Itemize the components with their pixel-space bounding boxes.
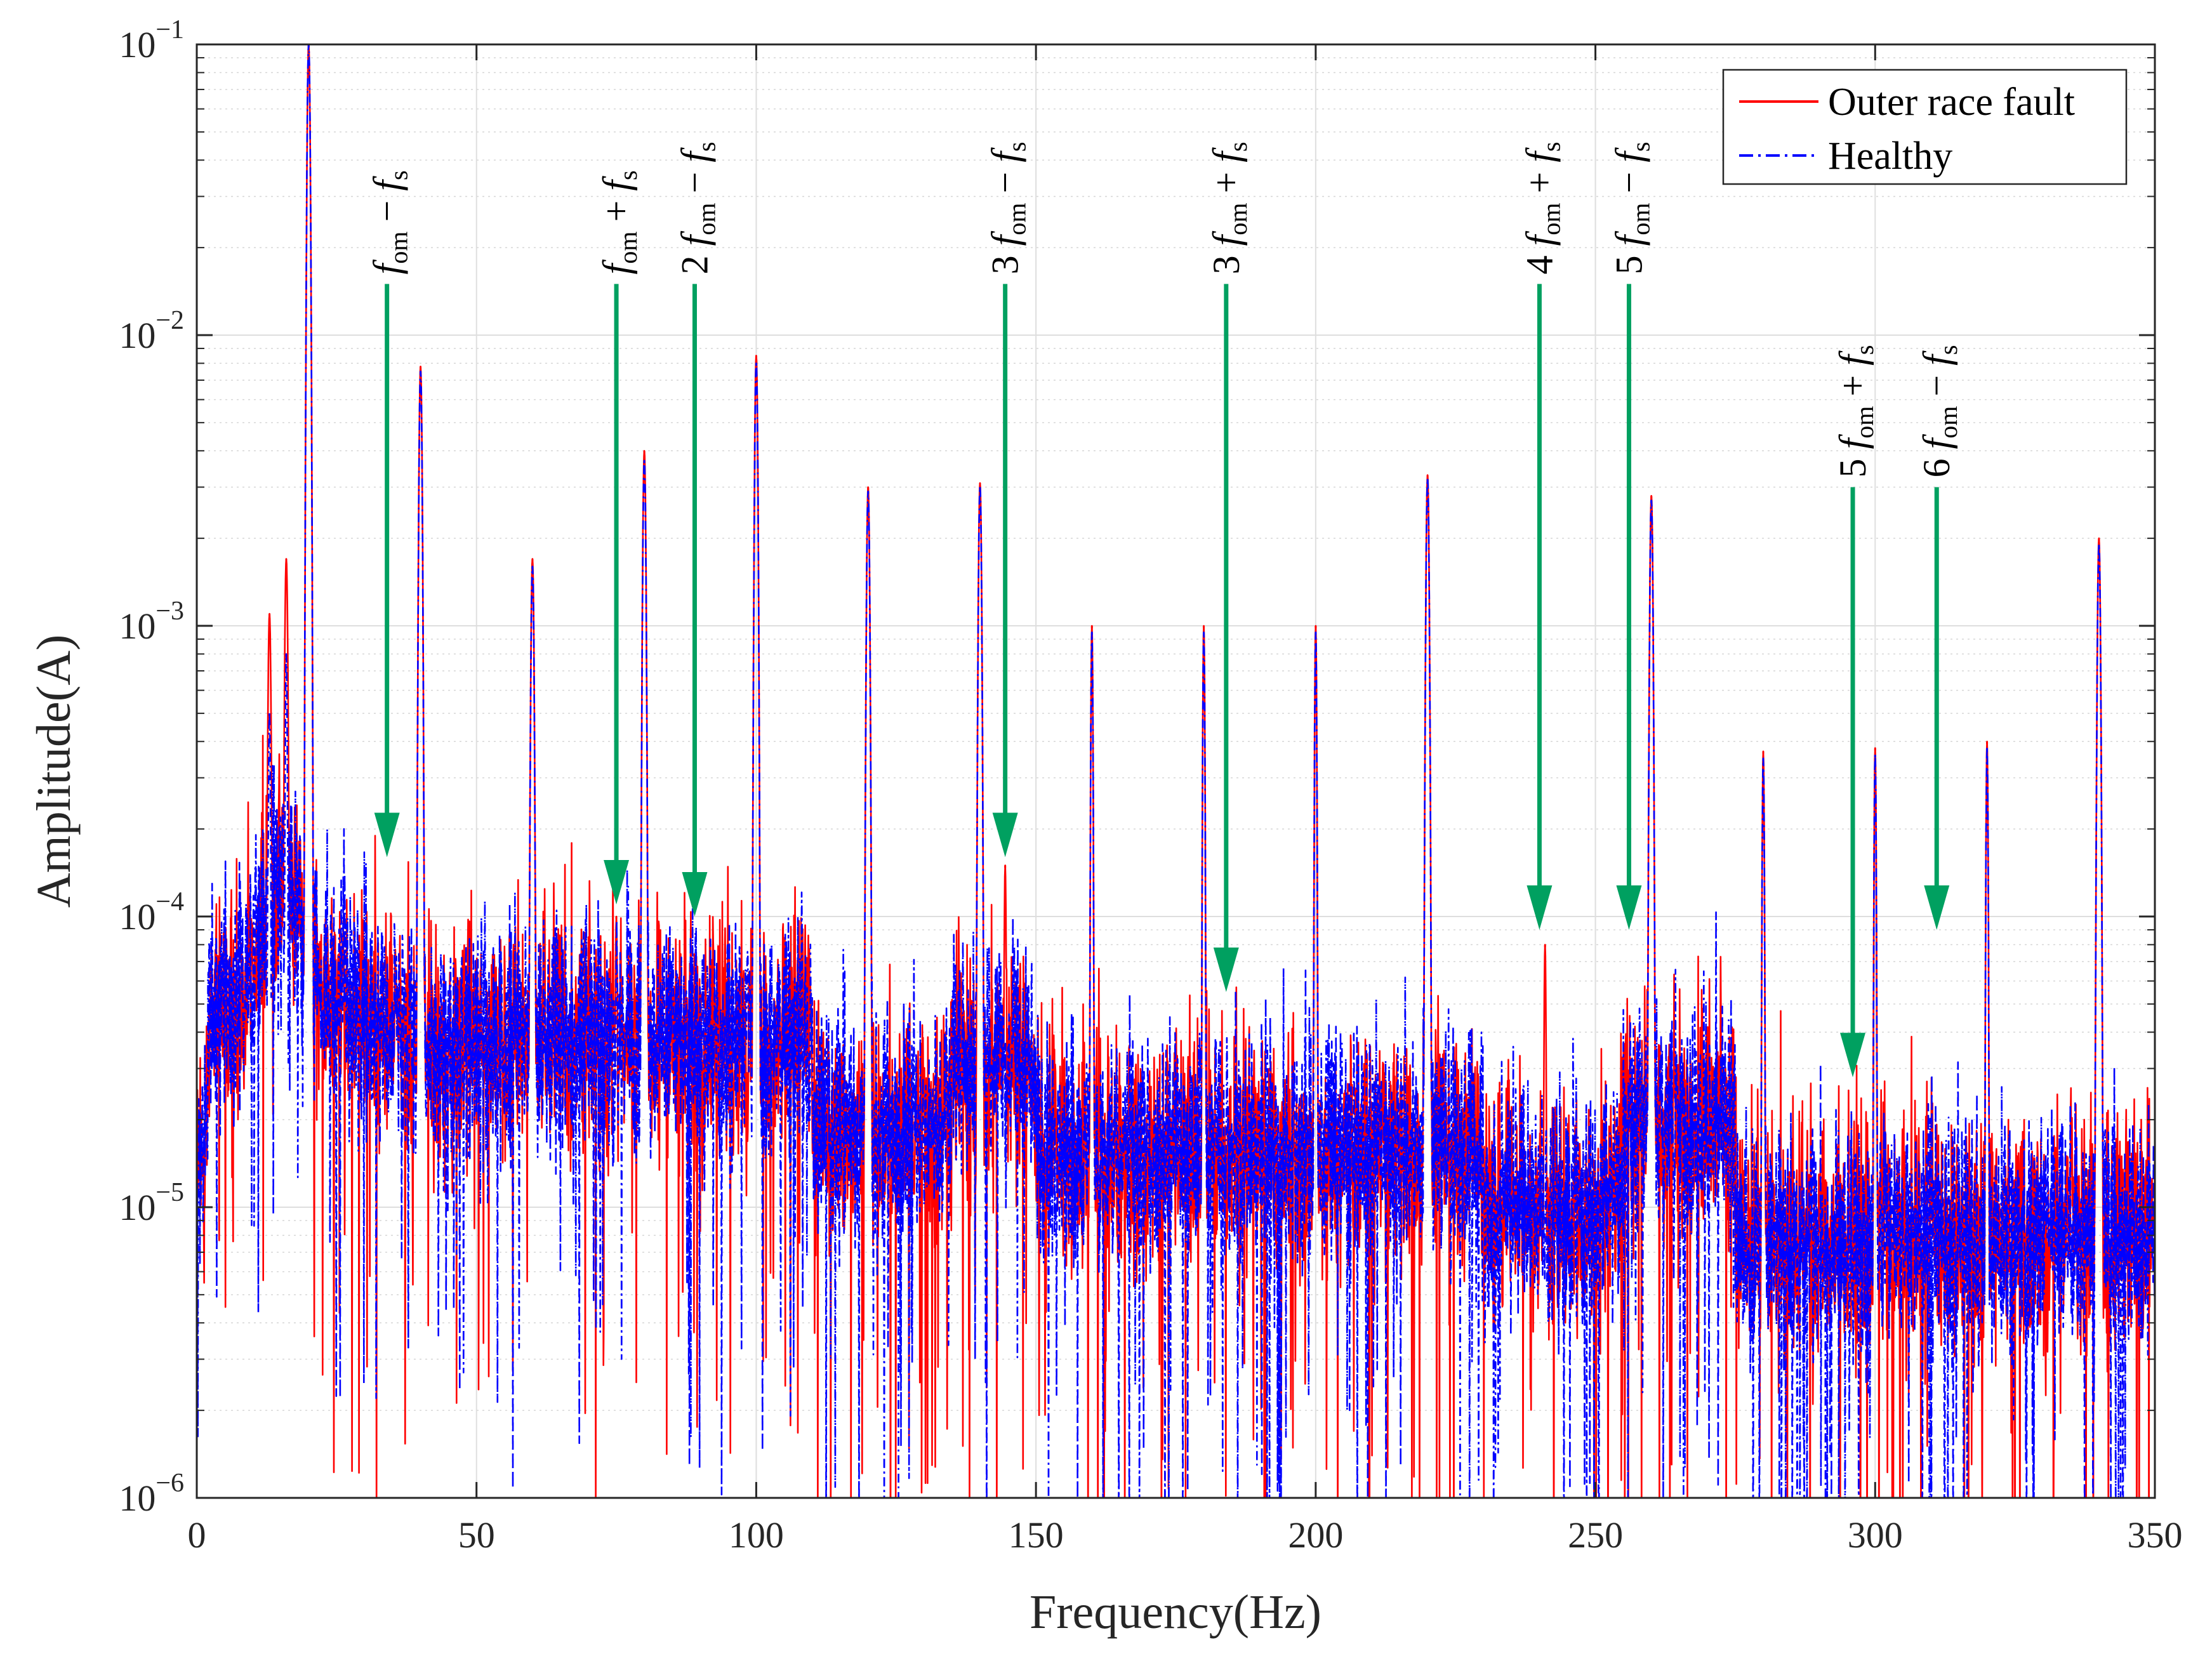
y-tick-label: 10−2 (119, 306, 184, 356)
annotation-arrowhead (604, 860, 630, 905)
x-tick-label: 250 (1568, 1514, 1623, 1556)
x-tick-label: 100 (729, 1514, 784, 1556)
annotation-label: 5 fom + fs (1832, 345, 1879, 478)
series-layer (197, 44, 2155, 1498)
y-tick-label: 10−6 (119, 1469, 184, 1519)
annotation-label: 3 fom + fs (1205, 142, 1252, 274)
annotation-label: 6 fom − fs (1916, 345, 1963, 478)
legend-label-healthy: Healthy (1828, 135, 1952, 178)
legend: Outer race fault Healthy (1722, 69, 2128, 185)
x-tick-label: 300 (1848, 1514, 1903, 1556)
series-line-healthy (197, 44, 2155, 1498)
x-tick-label: 0 (188, 1514, 206, 1556)
y-axis-title: Amplitude(A) (27, 635, 81, 908)
annotation-arrowhead (1527, 885, 1553, 930)
annotation-label: 5 fom − fs (1608, 142, 1655, 274)
annotation-arrowhead (682, 872, 708, 917)
legend-label-outer-race-fault: Outer race fault (1828, 81, 2075, 124)
plot-frame (195, 43, 2156, 1499)
annotation-arrowhead (374, 812, 400, 857)
legend-box (1722, 69, 2128, 185)
annotation-label: 4 fom + fs (1518, 142, 1565, 274)
y-tick-label: 10−3 (119, 597, 184, 647)
annotation-label: fom − fs (366, 170, 413, 274)
x-tick-label: 200 (1288, 1514, 1343, 1556)
x-tick-label: 50 (458, 1514, 495, 1556)
y-tick-label: 10−1 (119, 15, 184, 65)
annotation-arrowhead (1840, 1033, 1866, 1078)
annotation-arrowhead (1213, 947, 1239, 992)
x-axis-title: Frequency(Hz) (1030, 1585, 1321, 1639)
y-tick-label: 10−4 (119, 887, 184, 937)
y-tick-label: 10−5 (119, 1178, 184, 1228)
annotation-arrowhead (992, 812, 1018, 857)
x-tick-label: 350 (2128, 1514, 2183, 1556)
annotation-arrowhead (1924, 885, 1950, 930)
tick-layer: 0 50 100 150 200 250 300 350 10−1 10−2 10−3 10−4 10−… (119, 15, 2182, 1556)
x-tick-label: 150 (1009, 1514, 1064, 1556)
annotation-arrowhead (1616, 885, 1642, 930)
